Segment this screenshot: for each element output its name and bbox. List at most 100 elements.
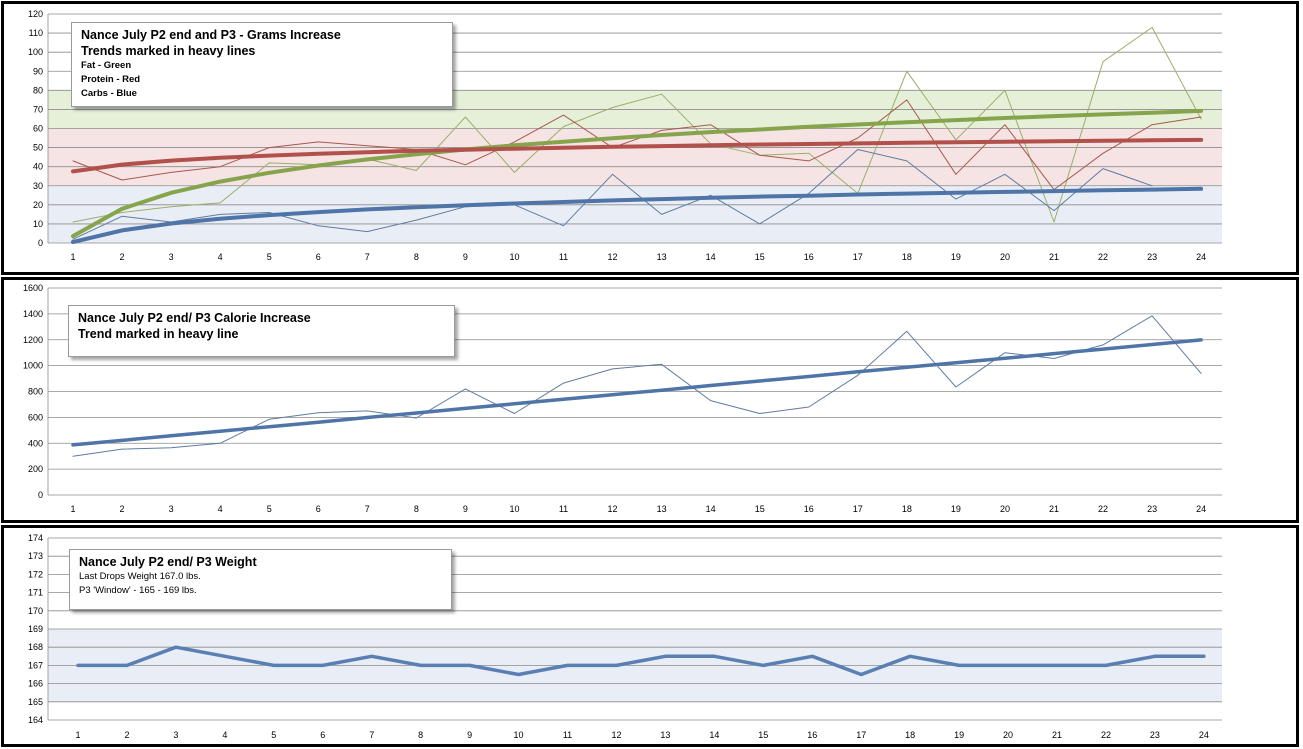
calorie-chart-legend-box: Nance July P2 end/ P3 Calorie Increase T… [68,305,455,357]
weight-ytick-label: 174 [28,533,43,543]
weight-xtick-label: 5 [271,730,276,740]
grams-xtick-label: 2 [120,252,125,262]
grams-chart-panel: 0 10 20 30 40 50 60 70 80 90 100 110 120 1 2 3 4 5 6 7 8 9 10 1… [1,1,1299,275]
weight-xtick-label: 13 [660,730,670,740]
grams-xtick-label: 8 [414,252,419,262]
weight-last-drops-note: Last Drops Weight 167.0 lbs. [79,571,201,582]
weight-ytick-label: 166 [28,679,43,689]
calorie-xtick-label: 13 [657,504,667,514]
calorie-xtick-label: 4 [218,504,223,514]
weight-ytick-label: 172 [28,569,43,579]
grams-xtick-label: 5 [267,252,272,262]
calorie-xtick-label: 10 [509,504,519,514]
weight-xtick-label: 8 [418,730,423,740]
calorie-xtick-label: 14 [706,504,716,514]
grams-fat-trend-line [71,108,1204,239]
calorie-xtick-label: 16 [804,504,814,514]
grams-protein-trend-line [71,137,1204,174]
grams-xtick-label: 6 [316,252,321,262]
calorie-xtick-label: 24 [1196,504,1206,514]
grams-carbs-trend-line [71,186,1204,244]
legend-fat: Fat - Green [81,60,132,71]
grams-xtick-label: 21 [1049,252,1059,262]
grams-xtick-label: 24 [1196,252,1206,262]
calorie-ytick-label: 1400 [23,309,43,319]
weight-xtick-label: 20 [1003,730,1013,740]
weight-chart-legend-box: Nance July P2 end/ P3 Weight Last Drops … [69,549,452,610]
grams-ytick-label: 10 [33,219,43,229]
weight-xtick-label: 9 [467,730,472,740]
calorie-xtick-label: 21 [1049,504,1059,514]
calorie-ytick-label: 800 [28,387,43,397]
calorie-ytick-label: 0 [38,490,43,500]
weight-xtick-label: 21 [1052,730,1062,740]
weight-xtick-label: 3 [173,730,178,740]
grams-ytick-label: 40 [33,162,43,172]
weight-xtick-label: 7 [369,730,374,740]
calorie-ytick-label: 1600 [23,283,43,293]
weight-ytick-label: 164 [28,715,43,725]
weight-ytick-label: 165 [28,697,43,707]
calorie-ytick-label: 600 [28,412,43,422]
grams-ytick-label: 80 [33,85,43,95]
calorie-xtick-label: 11 [559,504,568,514]
grams-xtick-label: 10 [509,252,519,262]
weight-chart-title: Nance July P2 end/ P3 Weight [79,555,257,569]
grams-ytick-label: 120 [28,9,43,19]
calorie-xtick-label: 3 [169,504,174,514]
weight-xtick-label: 14 [709,730,719,740]
grams-band-0 [48,185,1222,243]
grams-fat-data-line [72,26,1202,223]
calorie-chart-title: Nance July P2 end/ P3 Calorie Increase [78,311,311,325]
calorie-xtick-label: 2 [120,504,125,514]
grams-xtick-label: 13 [657,252,667,262]
grams-xtick-label: 12 [608,252,618,262]
legend-carbs: Carbs - Blue [81,88,137,99]
grams-xtick-label: 7 [365,252,370,262]
grams-xtick-label: 4 [218,252,223,262]
grams-xtick-label: 9 [463,252,468,262]
weight-xtick-label: 6 [320,730,325,740]
grams-xtick-label: 11 [559,252,568,262]
grams-ytick-label: 50 [33,143,43,153]
grams-xtick-label: 14 [706,252,716,262]
weight-xtick-label: 10 [514,730,524,740]
grams-xtick-label: 23 [1147,252,1157,262]
calorie-xtick-label: 18 [902,504,912,514]
calorie-xtick-label: 15 [755,504,765,514]
calorie-ytick-label: 200 [28,464,43,474]
grams-ytick-label: 70 [33,104,43,114]
calorie-calories-data-line [72,315,1202,457]
grams-chart-subtitle: Trends marked in heavy lines [81,44,256,58]
calorie-xtick-label: 17 [853,504,863,514]
calorie-ytick-label: 1200 [23,335,43,345]
weight-chart-panel: 164 165 166 167 168 169 170 171 172 173 174 1 2 3 4 5 6 7… [1,525,1299,747]
calorie-xtick-label: 1 [70,504,75,514]
weight-weight-trend-line [76,645,1206,677]
calorie-xtick-label: 7 [365,504,370,514]
weight-xtick-label: 23 [1150,730,1160,740]
grams-ytick-label: 30 [33,181,43,191]
grams-ytick-label: 100 [28,47,43,57]
weight-xtick-label: 12 [611,730,621,740]
weight-xtick-label: 22 [1101,730,1111,740]
grams-protein-data-line [72,99,1202,191]
weight-xtick-label: 15 [758,730,768,740]
weight-xtick-label: 18 [905,730,915,740]
weight-ytick-label: 173 [28,551,43,561]
grams-xtick-label: 1 [70,252,75,262]
grams-ytick-label: 60 [33,124,43,134]
calorie-xtick-label: 19 [951,504,961,514]
weight-ytick-label: 167 [28,660,43,670]
grams-ytick-label: 0 [38,238,43,248]
grams-xtick-label: 22 [1098,252,1108,262]
calorie-chart-subtitle: Trend marked in heavy line [78,327,239,341]
grams-xtick-label: 20 [1000,252,1010,262]
calorie-xtick-label: 9 [463,504,468,514]
weight-xtick-label: 24 [1199,730,1209,740]
grams-xtick-label: 3 [169,252,174,262]
grams-ytick-label: 20 [33,200,43,210]
weight-xtick-label: 1 [75,730,80,740]
